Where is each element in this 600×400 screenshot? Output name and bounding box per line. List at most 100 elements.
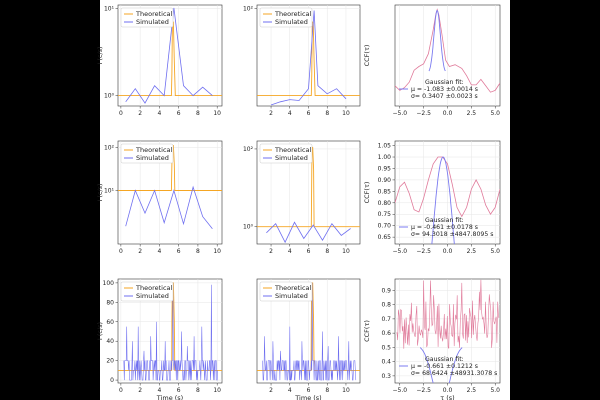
y-tick-label: 0.9: [381, 287, 391, 294]
y-tick-label: 10²: [104, 144, 115, 151]
x-tick-label: 4: [288, 387, 292, 394]
x-tick-label: 6: [307, 387, 311, 394]
x-tick-label: 5.0: [490, 248, 500, 255]
fit-sigma: σ= 68.6424 ±48931.3078 s: [411, 370, 497, 377]
x-tick-label: 2.5: [467, 248, 477, 255]
theoretical-line: [257, 146, 360, 228]
x-tick-label: 10: [342, 387, 350, 394]
x-tick-label: 8: [196, 248, 200, 255]
y-axis-label: I (c/s): [96, 46, 104, 64]
y-tick-label: 0.80: [378, 200, 392, 207]
legend-theoretical-label: Theoretical: [274, 284, 312, 292]
x-tick-label: 6: [307, 110, 311, 117]
y-tick-label: 40: [106, 338, 114, 345]
x-tick-label: 6: [307, 248, 311, 255]
fit-mu: μ = -0.661 ±0.1212 s: [411, 363, 478, 370]
x-tick-label: −2.5: [416, 110, 431, 117]
fit-sigma: σ= 0.3407 ±0.0023 s: [411, 93, 478, 100]
subplot-6: −5.0 −2.5 0.0 2.5 5.0 1.05 1.00 0.95 0.90 0.85 0.8…: [363, 140, 501, 255]
legend-box: [120, 281, 174, 302]
x-tick-label: 4: [157, 387, 161, 394]
y-tick-label: 0.7: [381, 316, 391, 323]
x-tick-label: 10: [342, 248, 350, 255]
y-tick-label: 0.6: [381, 330, 391, 337]
x-tick-label: 10: [213, 248, 221, 255]
legend-theoretical-label: Theoretical: [274, 10, 312, 18]
plot-area: [395, 8, 500, 93]
ccf-line: [395, 8, 500, 93]
gaussian-fit-line: [419, 347, 463, 383]
x-tick-label: 5.0: [490, 110, 500, 117]
subplot-9: −5.0 −2.5 0.0 2.5 5.0 0.9 0.8 0.7 0.6 0.5 0.4 0.3 CC…: [363, 278, 501, 400]
y-axis-label: I (c/s): [96, 183, 104, 201]
legend-box: [259, 143, 313, 164]
legend-simulated-label: Simulated: [136, 18, 169, 26]
simulated-line: [123, 282, 218, 381]
y-tick-label: 10⁰: [243, 224, 254, 231]
plot-area: [257, 10, 360, 106]
x-tick-label: −5.0: [392, 387, 407, 394]
x-axis-label: Time (s): [156, 394, 183, 400]
fit-label: Gaussian fit:: [425, 79, 464, 86]
x-tick-label: 0: [119, 110, 123, 117]
x-tick-label: −2.5: [416, 248, 431, 255]
y-tick-label: 10⁰: [104, 93, 115, 100]
x-tick-label: −5.0: [392, 248, 407, 255]
legend-theoretical-label: Theoretical: [135, 146, 173, 154]
x-axis-label: Time (s): [294, 394, 321, 400]
legend-theoretical-label: Theoretical: [274, 146, 312, 154]
x-tick-label: 2: [138, 110, 142, 117]
y-axis-label: CCF(τ): [363, 320, 371, 342]
x-tick-label: 0.0: [443, 110, 453, 117]
simulated-line: [266, 221, 351, 244]
y-tick-label: 0.5: [381, 344, 391, 351]
y-tick-label: 0.95: [378, 165, 392, 172]
legend-theoretical-label: Theoretical: [135, 10, 173, 18]
fit-label: Gaussian fit:: [425, 356, 464, 363]
y-tick-label: 10²: [243, 6, 254, 13]
fit-mu: μ = -1.083 ±0.0014 s: [411, 86, 478, 93]
y-tick-label: 20: [106, 358, 114, 365]
x-tick-label: 8: [325, 110, 329, 117]
x-axis-label: τ (s): [440, 394, 454, 400]
x-tick-label: −2.5: [416, 387, 431, 394]
legend-theoretical-label: Theoretical: [135, 284, 173, 292]
y-tick-label: 10²: [243, 146, 254, 153]
x-tick-label: 4: [157, 248, 161, 255]
x-tick-label: 8: [325, 248, 329, 255]
fit-label: Gaussian fit:: [425, 217, 464, 224]
y-tick-label: 0: [110, 377, 114, 384]
y-axis-label: CCF(τ): [363, 45, 371, 67]
x-tick-label: 2: [269, 387, 273, 394]
y-tick-label: 100: [103, 280, 115, 287]
x-tick-label: 2.5: [467, 387, 477, 394]
x-tick-label: 10: [213, 387, 221, 394]
y-tick-label: 0.85: [378, 188, 392, 195]
x-tick-label: 10: [342, 110, 350, 117]
simulated-line: [262, 282, 357, 381]
legend-simulated-label: Simulated: [275, 292, 308, 300]
x-tick-label: 4: [157, 110, 161, 117]
x-tick-label: 8: [325, 387, 329, 394]
plot-area: [257, 146, 360, 244]
legend-box: [120, 7, 174, 28]
x-tick-label: 2: [138, 248, 142, 255]
subplot-7: 0 2 4 6 8 10 100 80 60 40 20 0 I (c/s) Time (s) Theore…: [96, 278, 223, 400]
y-tick-label: 0.70: [378, 223, 392, 230]
legend-box: [259, 7, 313, 28]
plot-area: [257, 282, 360, 381]
y-tick-label: 10¹: [104, 188, 115, 195]
plot-area: [395, 156, 500, 244]
legend-simulated-label: Simulated: [136, 292, 169, 300]
y-tick-label: 0.3: [381, 373, 391, 380]
gaussian-fit-line: [428, 9, 446, 72]
simulated-line: [125, 7, 213, 104]
y-tick-label: 0.65: [378, 234, 392, 241]
x-tick-label: 4: [288, 110, 292, 117]
x-tick-label: 8: [196, 387, 200, 394]
